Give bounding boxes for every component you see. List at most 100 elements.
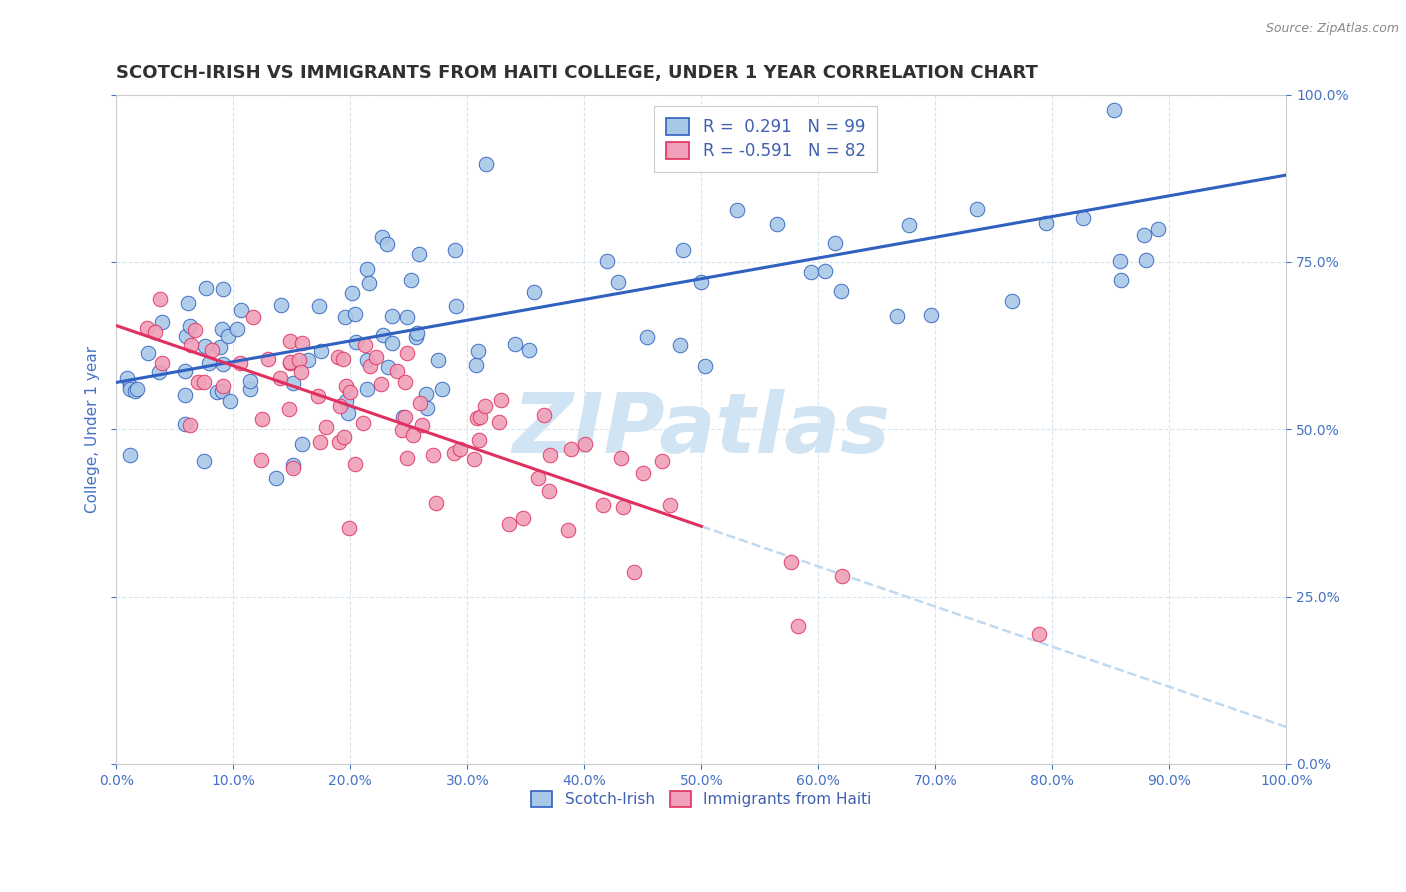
Point bbox=[394, 409, 416, 424]
Point bbox=[176, 296, 198, 310]
Point bbox=[125, 382, 148, 396]
Point bbox=[211, 322, 233, 336]
Point bbox=[297, 353, 319, 368]
Point bbox=[194, 339, 217, 353]
Point bbox=[278, 402, 301, 417]
Point bbox=[394, 375, 416, 389]
Point bbox=[173, 417, 195, 431]
Point bbox=[281, 460, 304, 475]
Point bbox=[1102, 103, 1125, 117]
Point bbox=[574, 437, 596, 451]
Point bbox=[1135, 253, 1157, 268]
Point bbox=[249, 452, 271, 467]
Point bbox=[339, 384, 361, 399]
Text: Source: ZipAtlas.com: Source: ZipAtlas.com bbox=[1265, 22, 1399, 36]
Point bbox=[335, 379, 357, 393]
Point bbox=[779, 555, 801, 569]
Text: ZIPatlas: ZIPatlas bbox=[512, 389, 890, 470]
Point bbox=[831, 569, 853, 583]
Point bbox=[668, 337, 690, 351]
Point bbox=[335, 393, 357, 408]
Point bbox=[443, 445, 465, 459]
Point bbox=[814, 263, 837, 277]
Point bbox=[385, 364, 408, 378]
Point bbox=[444, 244, 467, 258]
Point bbox=[444, 299, 467, 313]
Point bbox=[211, 357, 233, 371]
Point bbox=[395, 450, 418, 465]
Point bbox=[209, 341, 232, 355]
Point bbox=[408, 247, 430, 261]
Point bbox=[359, 359, 381, 373]
Point bbox=[270, 298, 292, 312]
Point bbox=[239, 375, 262, 389]
Point bbox=[430, 382, 453, 396]
Point bbox=[607, 275, 630, 289]
Point bbox=[467, 410, 489, 425]
Point bbox=[115, 371, 138, 385]
Point bbox=[211, 384, 233, 398]
Point bbox=[1132, 227, 1154, 242]
Point bbox=[354, 338, 377, 352]
Point bbox=[264, 470, 287, 484]
Point bbox=[409, 396, 432, 410]
Point bbox=[193, 376, 215, 390]
Point bbox=[526, 470, 548, 484]
Point bbox=[149, 292, 172, 306]
Point bbox=[1109, 254, 1132, 268]
Point bbox=[290, 365, 312, 379]
Point bbox=[212, 378, 235, 392]
Point bbox=[371, 327, 394, 342]
Point bbox=[465, 358, 488, 372]
Point bbox=[174, 329, 197, 343]
Point bbox=[183, 323, 205, 337]
Point bbox=[765, 217, 787, 231]
Point bbox=[377, 359, 399, 374]
Point bbox=[560, 442, 582, 456]
Point bbox=[517, 343, 540, 357]
Point bbox=[120, 382, 142, 396]
Point bbox=[356, 382, 378, 396]
Point bbox=[651, 454, 673, 468]
Point bbox=[395, 346, 418, 360]
Point bbox=[425, 496, 447, 510]
Point bbox=[538, 483, 561, 498]
Point bbox=[533, 408, 555, 422]
Y-axis label: College, Under 1 year: College, Under 1 year bbox=[86, 346, 100, 513]
Point bbox=[239, 382, 262, 396]
Point bbox=[631, 466, 654, 480]
Point bbox=[281, 458, 304, 472]
Point bbox=[623, 566, 645, 580]
Point bbox=[467, 344, 489, 359]
Point bbox=[966, 202, 988, 216]
Point bbox=[636, 330, 658, 344]
Point bbox=[411, 417, 433, 432]
Point bbox=[333, 310, 356, 324]
Point bbox=[332, 352, 354, 367]
Point bbox=[449, 442, 471, 456]
Point bbox=[503, 337, 526, 351]
Point bbox=[592, 498, 614, 512]
Point bbox=[212, 282, 235, 296]
Point bbox=[307, 389, 329, 403]
Point bbox=[291, 437, 314, 451]
Point bbox=[1001, 293, 1024, 308]
Point bbox=[207, 385, 229, 400]
Point bbox=[136, 346, 159, 360]
Point bbox=[830, 284, 852, 298]
Point bbox=[120, 378, 142, 392]
Point bbox=[463, 451, 485, 466]
Point bbox=[695, 359, 717, 373]
Point bbox=[217, 328, 239, 343]
Point bbox=[343, 307, 366, 321]
Point bbox=[198, 355, 221, 369]
Point bbox=[427, 353, 450, 368]
Point bbox=[395, 310, 418, 325]
Point bbox=[143, 326, 166, 340]
Point bbox=[280, 334, 302, 348]
Point bbox=[344, 334, 367, 349]
Point bbox=[193, 454, 215, 468]
Point bbox=[326, 350, 349, 364]
Point bbox=[371, 230, 394, 244]
Point bbox=[256, 351, 278, 366]
